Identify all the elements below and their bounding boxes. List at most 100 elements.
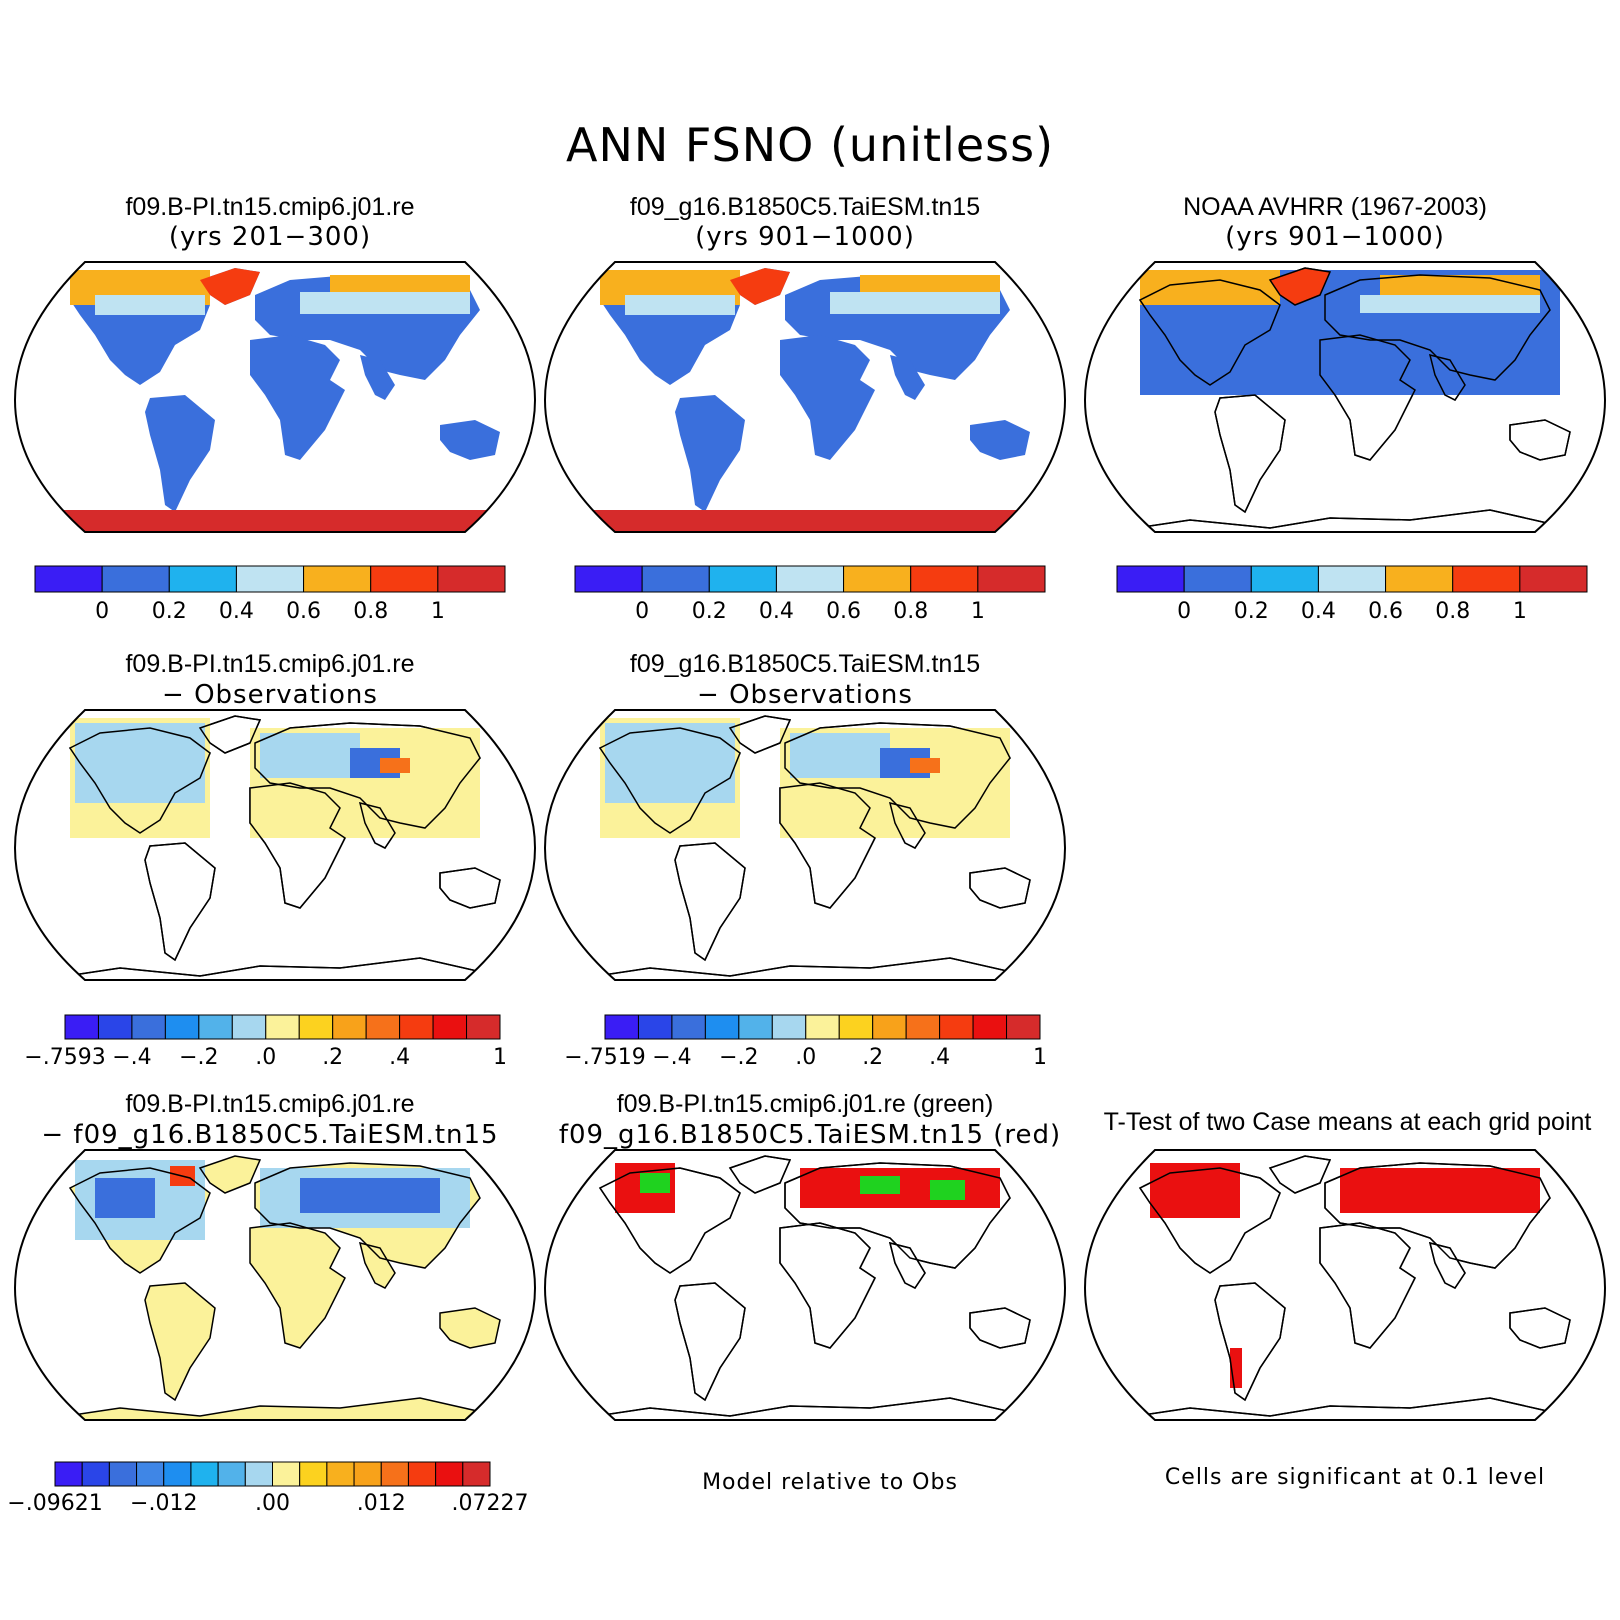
colorbar-swatch — [244, 1461, 273, 1487]
colorbar-panel-2: 0 0.2 0.4 0.6 0.8 1 — [574, 565, 1046, 624]
colorbar-swatch — [168, 565, 237, 593]
colorbar-swatch — [775, 565, 845, 593]
colorbar-swatch — [708, 565, 777, 593]
colorbar-swatch — [574, 565, 643, 593]
colorbar-swatch — [81, 1461, 110, 1487]
panel-3-subtitle: (yrs 901−1000) — [1225, 222, 1445, 252]
colorbar-tick-label: 1 — [1513, 599, 1527, 624]
colorbar-swatch — [805, 1014, 840, 1040]
map-panel-6 — [13, 1149, 537, 1421]
colorbar-tick-label: 0.2 — [692, 599, 727, 624]
colorbar-tick-label: .0 — [255, 1045, 276, 1070]
panel-4-title: f09.B-PI.tn15.cmip6.j01.re — [125, 650, 415, 678]
colorbar-tick-label: .0 — [795, 1045, 816, 1070]
panel-8-title: T-Test of two Case means at each grid po… — [1103, 1108, 1592, 1136]
colorbar-panel-3: 0 0.2 0.4 0.6 0.8 1 — [1116, 565, 1588, 624]
colorbar-swatch — [637, 1014, 673, 1040]
colorbar-tick-label: 0.6 — [826, 599, 861, 624]
colorbar-tick-label: −.2 — [179, 1045, 218, 1070]
colorbar-swatch — [972, 1014, 1008, 1040]
colorbar-swatch — [1452, 565, 1521, 593]
colorbar-tick-label: .07227 — [452, 1491, 529, 1516]
map-panel-2 — [543, 261, 1067, 533]
colorbar-tick-label: −.7593 — [24, 1045, 105, 1070]
colorbar-swatch — [164, 1014, 200, 1040]
colorbar-swatch — [872, 1014, 907, 1040]
figure-title: ANN FSNO (unitless) — [565, 118, 1055, 172]
colorbar-tick-label: 0 — [635, 599, 649, 624]
map-panel-3 — [1083, 261, 1607, 533]
colorbar-swatch — [704, 1014, 740, 1040]
colorbar-swatch — [303, 565, 372, 593]
colorbar-tick-label: 0 — [1177, 599, 1191, 624]
colorbar-swatch — [1006, 1014, 1041, 1040]
colorbar-swatch — [977, 565, 1046, 593]
colorbar-swatch — [910, 565, 979, 593]
colorbar-swatch — [217, 1461, 246, 1487]
colorbar-tick-label: .4 — [389, 1045, 410, 1070]
colorbar-swatch — [136, 1461, 165, 1487]
map-panel-8 — [1083, 1149, 1607, 1421]
colorbar-tick-label: −.2 — [719, 1045, 758, 1070]
colorbar-swatch — [131, 1014, 166, 1040]
colorbar-swatch — [1116, 565, 1185, 593]
colorbar-swatch — [108, 1461, 138, 1487]
map-panel-5 — [543, 709, 1067, 981]
colorbar-tick-label: 1 — [1033, 1045, 1047, 1070]
colorbar-swatch — [34, 565, 103, 593]
colorbar-panel-5: −.7519 −.4 −.2 .0 .2 .4 1 — [564, 1014, 1047, 1070]
panel-2-subtitle: (yrs 901−1000) — [695, 222, 915, 252]
colorbar-tick-label: 0.4 — [219, 599, 254, 624]
map-panel-7 — [543, 1149, 1067, 1421]
colorbar-tick-label: 0.8 — [1435, 599, 1470, 624]
colorbar-swatch — [190, 1461, 219, 1487]
colorbar-swatch — [326, 1461, 355, 1487]
colorbar-swatch — [198, 1014, 233, 1040]
colorbar-tick-label: 0.8 — [893, 599, 928, 624]
colorbar-swatch — [1317, 565, 1387, 593]
colorbar-swatch — [97, 1014, 133, 1040]
colorbar-tick-label: 1 — [971, 599, 985, 624]
caption-model-relative: Model relative to Obs — [702, 1470, 958, 1495]
colorbar-tick-label: −.4 — [652, 1045, 691, 1070]
colorbar-tick-label: 1 — [493, 1045, 507, 1070]
colorbar-tick-label: 0 — [95, 599, 109, 624]
colorbar-tick-label: 0.6 — [1368, 599, 1403, 624]
colorbar-swatch — [843, 565, 912, 593]
colorbar-swatch — [604, 1014, 639, 1040]
panel-6-title: f09.B-PI.tn15.cmip6.j01.re — [125, 1090, 415, 1118]
colorbar-tick-label: .2 — [322, 1045, 343, 1070]
colorbar-tick-label: .00 — [255, 1491, 290, 1516]
colorbar-swatch — [738, 1014, 773, 1040]
colorbar-swatch — [838, 1014, 874, 1040]
panel-6-subtitle: − f09_g16.B1850C5.TaiESM.tn15 — [41, 1120, 499, 1150]
colorbar-swatch — [370, 565, 439, 593]
colorbar-swatch — [163, 1461, 192, 1487]
colorbar-tick-label: 0.2 — [152, 599, 187, 624]
colorbar-swatch — [437, 565, 506, 593]
colorbar-swatch — [905, 1014, 941, 1040]
colorbar-swatch — [399, 1014, 434, 1040]
colorbar-tick-label: −.4 — [112, 1045, 151, 1070]
colorbar-tick-label: .4 — [929, 1045, 950, 1070]
colorbar-swatch — [771, 1014, 807, 1040]
colorbar-tick-label: 0.4 — [1301, 599, 1336, 624]
colorbar-tick-label: 0.8 — [353, 599, 388, 624]
colorbar-swatch — [101, 565, 170, 593]
colorbar-panel-4: −.7593 −.4 −.2 .0 .2 .4 1 — [24, 1014, 507, 1070]
panel-2-title: f09_g16.B1850C5.TaiESM.tn15 — [629, 193, 981, 221]
colorbar-swatch — [466, 1014, 501, 1040]
panel-5-subtitle: − Observations — [697, 680, 913, 710]
colorbar-swatch — [407, 1461, 437, 1487]
colorbar-swatch — [231, 1014, 267, 1040]
colorbar-swatch — [64, 1014, 99, 1040]
map-panel-4 — [13, 709, 537, 981]
colorbar-swatch — [272, 1461, 301, 1487]
colorbar-tick-label: .012 — [357, 1491, 406, 1516]
colorbar-swatch — [1519, 565, 1588, 593]
panel-3-title: NOAA AVHRR (1967-2003) — [1183, 193, 1487, 221]
colorbar-swatch — [235, 565, 305, 593]
panel-7-title: f09.B-PI.tn15.cmip6.j01.re (green) — [616, 1090, 994, 1118]
colorbar-swatch — [462, 1461, 491, 1487]
